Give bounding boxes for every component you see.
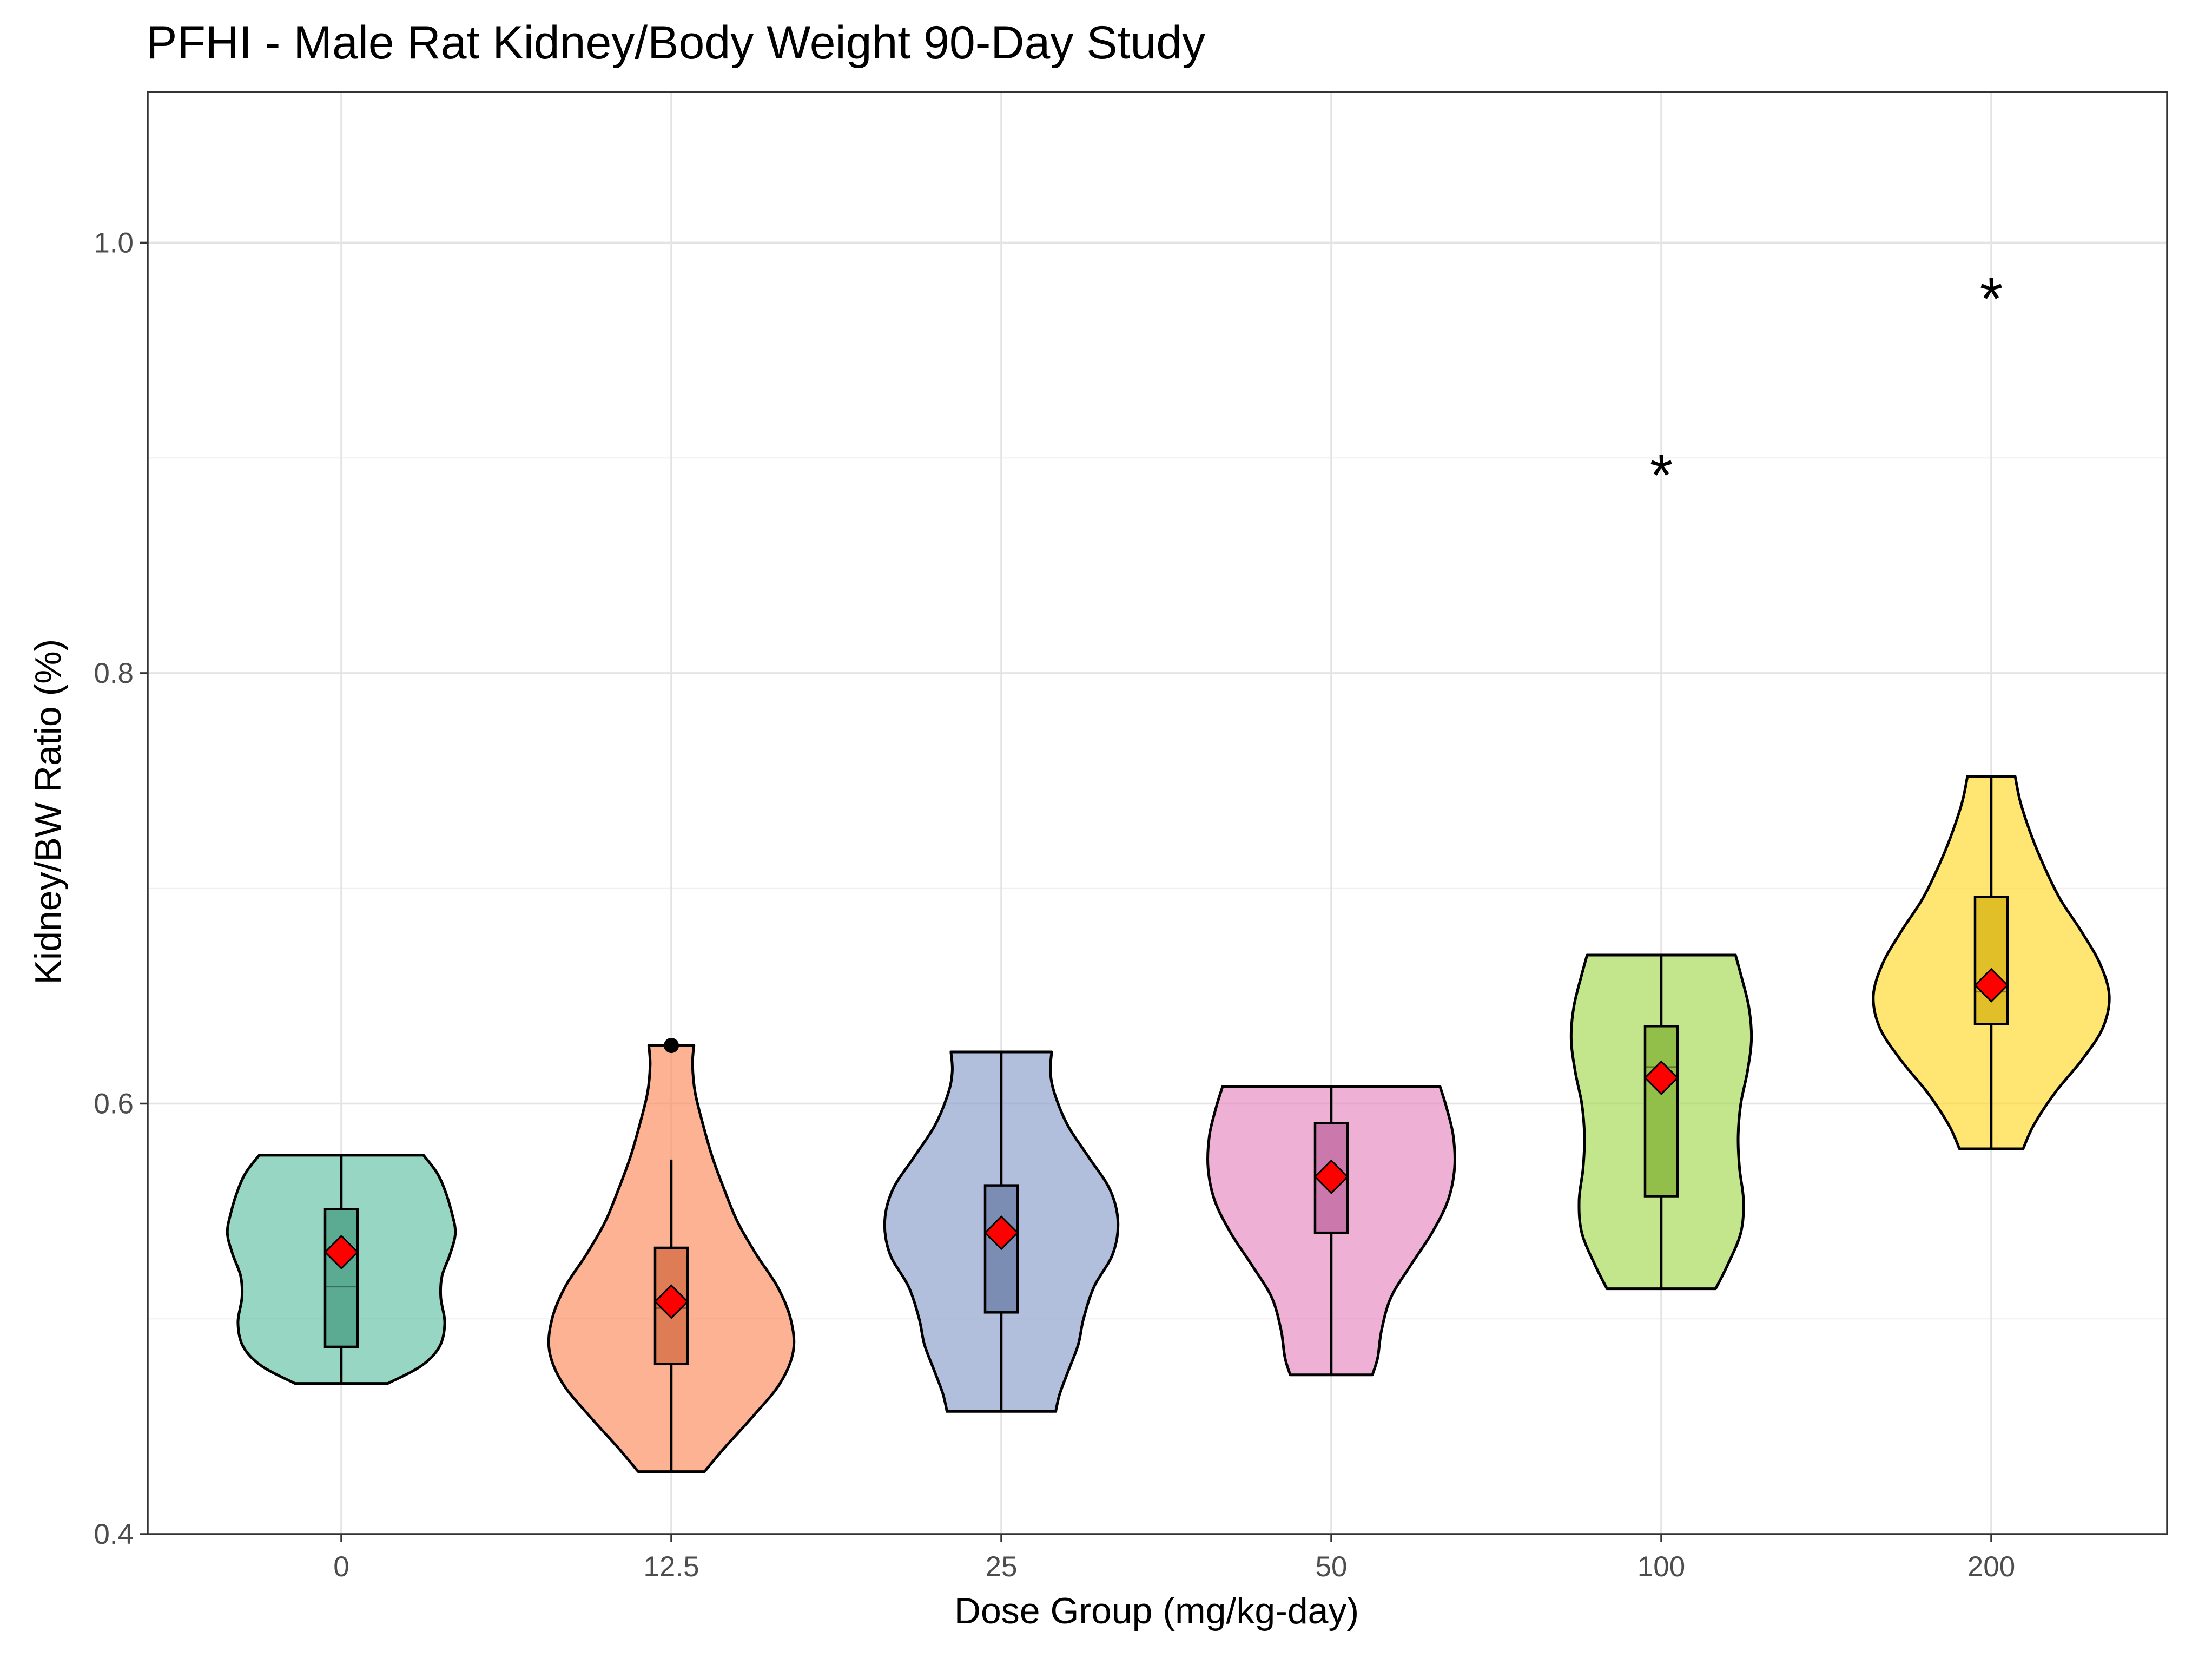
x-tick-label: 200 [1967,1551,2015,1583]
chart-title: PFHI - Male Rat Kidney/Body Weight 90-Da… [146,17,1205,69]
y-tick-label: 0.4 [94,1518,134,1550]
y-axis-title: Kidney/BW Ratio (%) [28,639,69,985]
mean-diamond-marker [653,1284,689,1319]
mean-diamond-marker [1313,1159,1349,1194]
significance-star: * [1980,266,2003,332]
marker-layer: ** [323,266,2009,1319]
x-tick-label: 50 [1316,1551,1348,1583]
plot-panel [148,92,2167,1534]
y-tick-label: 0.6 [94,1088,134,1120]
x-axis-title: Dose Group (mg/kg-day) [954,1590,1359,1631]
outlier-point [664,1038,679,1054]
plot-border [147,91,2168,1535]
axis-layer: 0.4 0.6 0.8 1.0 0 12.5 25 50 100 200 [94,227,2015,1583]
violin-layer [226,775,2111,1473]
mean-diamond-marker [1973,968,2009,1003]
iqr-box [1643,1025,1679,1198]
x-tick-label: 100 [1637,1551,1685,1583]
mean-diamond-marker [983,1215,1019,1251]
iqr-box [323,1208,359,1348]
iqr-box [1973,896,2009,1025]
x-tick-label: 25 [986,1551,1018,1583]
x-tick-label: 12.5 [643,1551,699,1583]
mean-diamond-marker [323,1234,359,1270]
y-tick-label: 0.8 [94,657,134,689]
y-tick-label: 1.0 [94,227,134,259]
significance-star: * [1650,442,1673,509]
mean-diamond-marker [1643,1060,1679,1095]
x-tick-label: 0 [333,1551,349,1583]
